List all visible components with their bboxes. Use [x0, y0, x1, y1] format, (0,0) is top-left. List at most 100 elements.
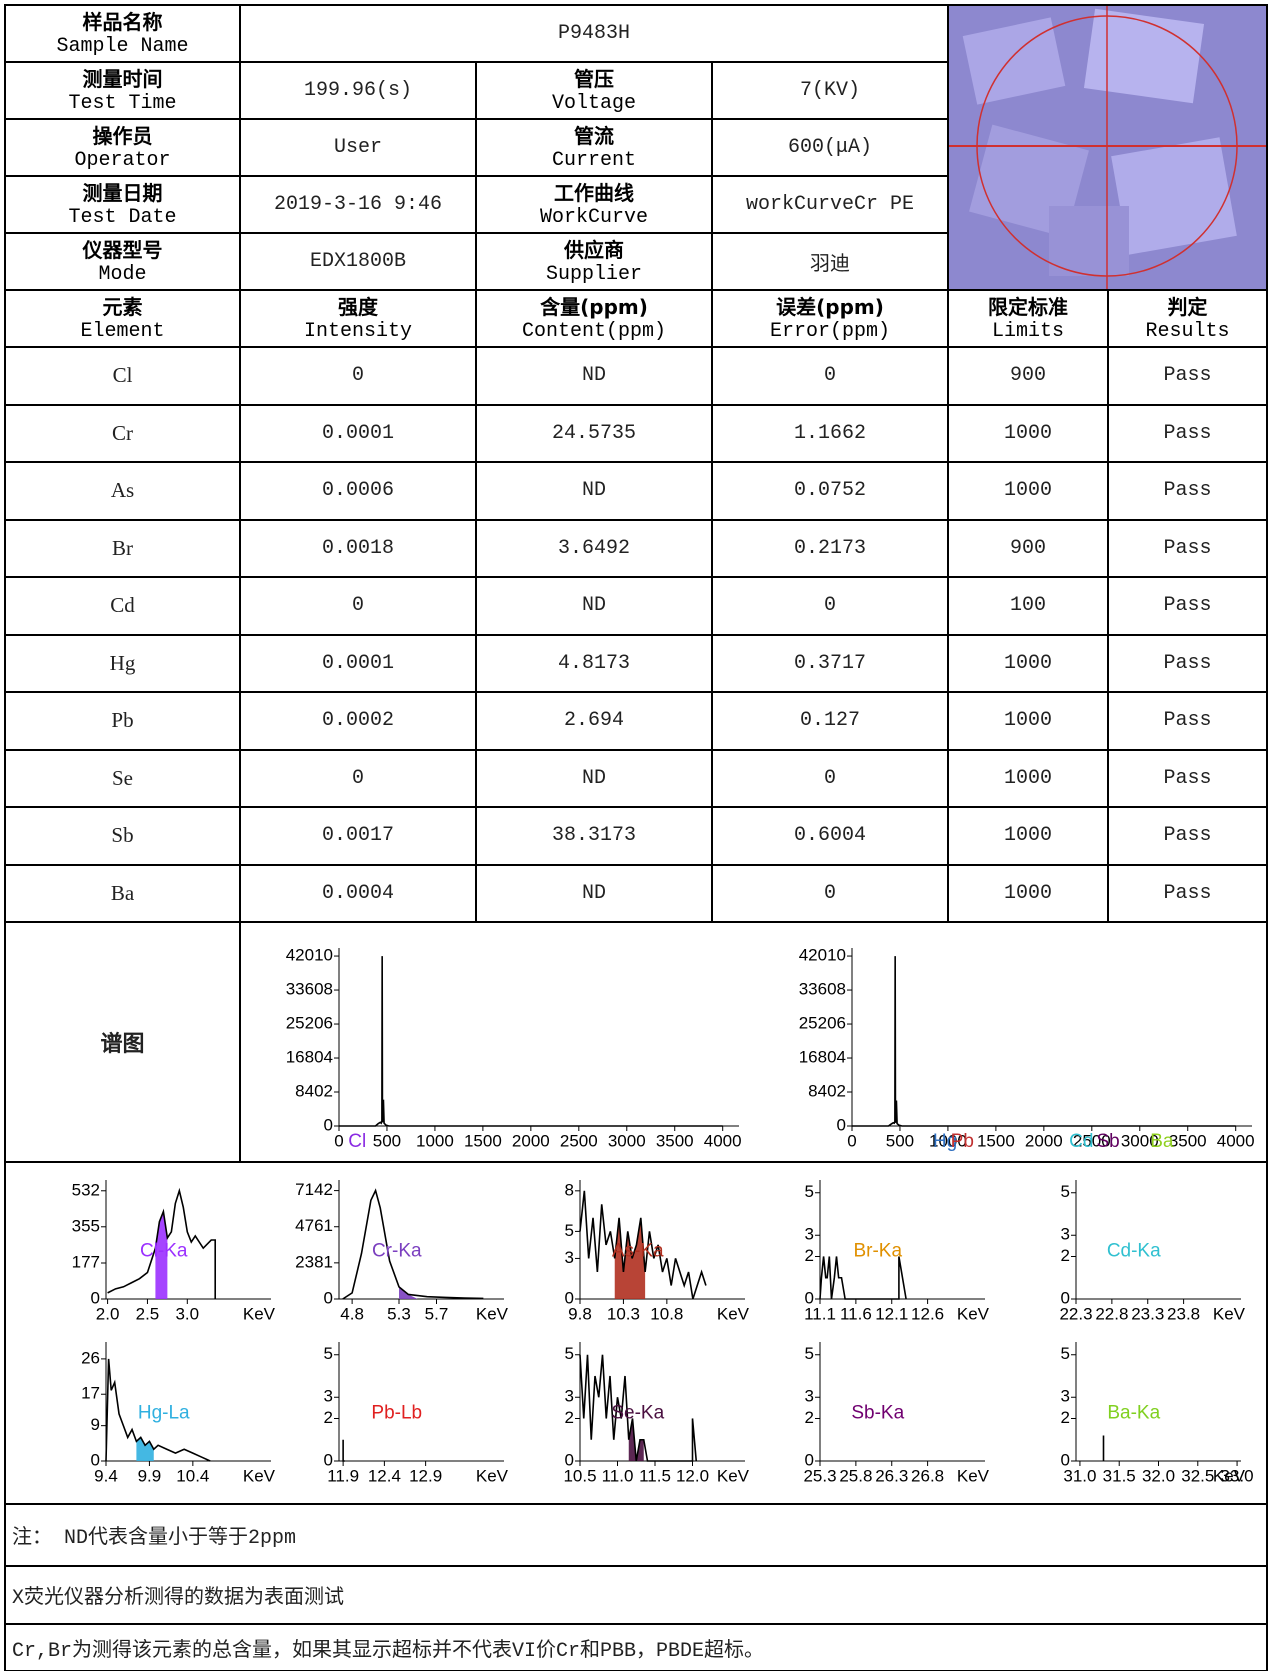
note: Cr,Br为测得该元素的总含量，如果其显示超标并不代表VI价Cr和PBB，PBD…: [4, 1623, 1268, 1671]
note: X荧光仪器分析测得的数据为表面测试: [4, 1565, 1268, 1625]
label-en: Mode: [98, 262, 147, 286]
result-cell: 0: [239, 748, 477, 808]
label-zh: 供应商: [564, 237, 624, 262]
field-label: 样品名称 Sample Name: [4, 4, 241, 63]
overview-area: [239, 921, 1268, 1163]
table-row: As 0.0006 ND 0.0752 1000 Pass: [4, 461, 1268, 521]
result-cell: 38.3173: [475, 806, 713, 866]
result-cell: 0.0002: [239, 691, 477, 751]
label-zh: 工作曲线: [554, 180, 634, 205]
label-zh: 限定标准: [988, 294, 1068, 319]
result-cell: Pass: [1107, 633, 1268, 693]
result-cell: 1000: [947, 633, 1109, 693]
result-cell: 0.0017: [239, 806, 477, 866]
field-value: workCurveCr PE: [711, 175, 949, 234]
result-cell: 0.0752: [711, 461, 949, 521]
column-header: 强度 Intensity: [239, 289, 477, 348]
label-zh: 操作员: [92, 123, 153, 148]
result-cell: Pass: [1107, 748, 1268, 808]
element: Cr: [4, 403, 241, 463]
label-en: Operator: [74, 148, 171, 172]
field-label: 操作员 Operator: [4, 118, 241, 177]
table-row: Hg 0.0001 4.8173 0.3717 1000 Pass: [4, 633, 1268, 693]
label-zh: 样品名称: [82, 9, 163, 34]
label-en: Test Time: [68, 91, 177, 115]
label-zh: 含量(ppm): [540, 294, 648, 319]
field-label: 测量日期 Test Date: [4, 175, 241, 234]
result-cell: 24.5735: [475, 403, 713, 463]
result-cell: 900: [947, 518, 1109, 578]
table-row: 谱图: [4, 921, 1268, 1163]
table-row: 测量时间 Test Time 199.96(s) 管压 Voltage 7(KV): [4, 61, 1267, 120]
table-row: 注： ND代表含量小于等于2ppm: [4, 1503, 1268, 1567]
result-cell: Pass: [1107, 863, 1268, 923]
column-header: 误差(ppm) Error(ppm): [711, 289, 949, 348]
label-zh: 元素: [102, 294, 143, 319]
element: Se: [4, 748, 241, 808]
label-en: Error(ppm): [769, 319, 891, 343]
column-header: 限定标准 Limits: [947, 289, 1109, 348]
result-cell: 1000: [947, 863, 1109, 923]
result-cell: Pass: [1107, 403, 1268, 463]
table-row: Cd 0 ND 0 100 Pass: [4, 576, 1268, 636]
result-cell: 0.127: [711, 691, 949, 751]
result-cell: Pass: [1107, 518, 1268, 578]
element: As: [4, 461, 241, 521]
result-cell: 4.8173: [475, 633, 713, 693]
element: Cl: [4, 346, 241, 406]
field-label: 管压 Voltage: [475, 61, 713, 120]
sample-photo: [947, 4, 1268, 291]
result-cell: Pass: [1107, 806, 1268, 866]
result-cell: Pass: [1107, 346, 1268, 406]
result-cell: 0.6004: [711, 806, 949, 866]
result-cell: 100: [947, 576, 1109, 636]
table-row: Sb 0.0017 38.3173 0.6004 1000 Pass: [4, 806, 1268, 866]
label-en: Test Date: [68, 205, 177, 229]
table-row: Cr,Br为测得该元素的总含量，如果其显示超标并不代表VI价Cr和PBB，PBD…: [4, 1623, 1268, 1671]
field-value: 7(KV): [711, 61, 949, 120]
result-cell: 900: [947, 346, 1109, 406]
field-label: 测量时间 Test Time: [4, 61, 241, 120]
result-cell: Pass: [1107, 691, 1268, 751]
result-cell: 0: [711, 346, 949, 406]
table-row: 操作员 Operator User 管流 Current 600(μA): [4, 118, 1267, 177]
label-zh: 管压: [574, 66, 614, 91]
result-cell: 3.6492: [475, 518, 713, 578]
result-cell: ND: [475, 863, 713, 923]
label-en: Sample Name: [56, 34, 189, 58]
element: Hg: [4, 633, 241, 693]
label-en: Current: [551, 148, 636, 172]
label-en: Intensity: [303, 319, 413, 343]
result-cell: 0.0018: [239, 518, 477, 578]
column-header: 判定 Results: [1107, 289, 1268, 348]
table-row: Pb 0.0002 2.694 0.127 1000 Pass: [4, 691, 1268, 751]
element: Sb: [4, 806, 241, 866]
result-cell: 1.1662: [711, 403, 949, 463]
table-row: X荧光仪器分析测得的数据为表面测试: [4, 1565, 1268, 1625]
result-cell: 0: [711, 576, 949, 636]
table-row: 测量日期 Test Date 2019-3-16 9:46 工作曲线 WorkCurve…: [4, 175, 1267, 234]
table-row: 仪器型号 Mode EDX1800B 供应商 Supplier 羽迪: [4, 232, 1267, 291]
result-cell: 0.0004: [239, 863, 477, 923]
result-cell: 0.3717: [711, 633, 949, 693]
label-zh: 判定: [1167, 294, 1208, 319]
table-row: Cr 0.0001 24.5735 1.1662 1000 Pass: [4, 403, 1268, 463]
result-cell: 1000: [947, 806, 1109, 866]
column-header: 元素 Element: [4, 289, 241, 348]
note: 注： ND代表含量小于等于2ppm: [4, 1503, 1268, 1567]
report-table: 样品名称 Sample Name P9483H 测量时间 Test Time 199.96…: [4, 4, 1268, 1671]
result-cell: 0.0001: [239, 403, 477, 463]
result-cell: 2.694: [475, 691, 713, 751]
photo: [950, 7, 1265, 288]
result-cell: 0: [711, 863, 949, 923]
table-row: Br 0.0018 3.6492 0.2173 900 Pass: [4, 518, 1268, 578]
element: Br: [4, 518, 241, 578]
label-en: WorkCurve: [539, 205, 649, 229]
table-row: [4, 1161, 1268, 1505]
spectrum-label: 谱图: [4, 921, 241, 1163]
result-cell: 0: [239, 576, 477, 636]
result-cell: Pass: [1107, 461, 1268, 521]
label-zh: 强度: [338, 294, 378, 319]
field-value: P9483H: [239, 4, 949, 63]
label-zh: 仪器型号: [82, 237, 163, 262]
